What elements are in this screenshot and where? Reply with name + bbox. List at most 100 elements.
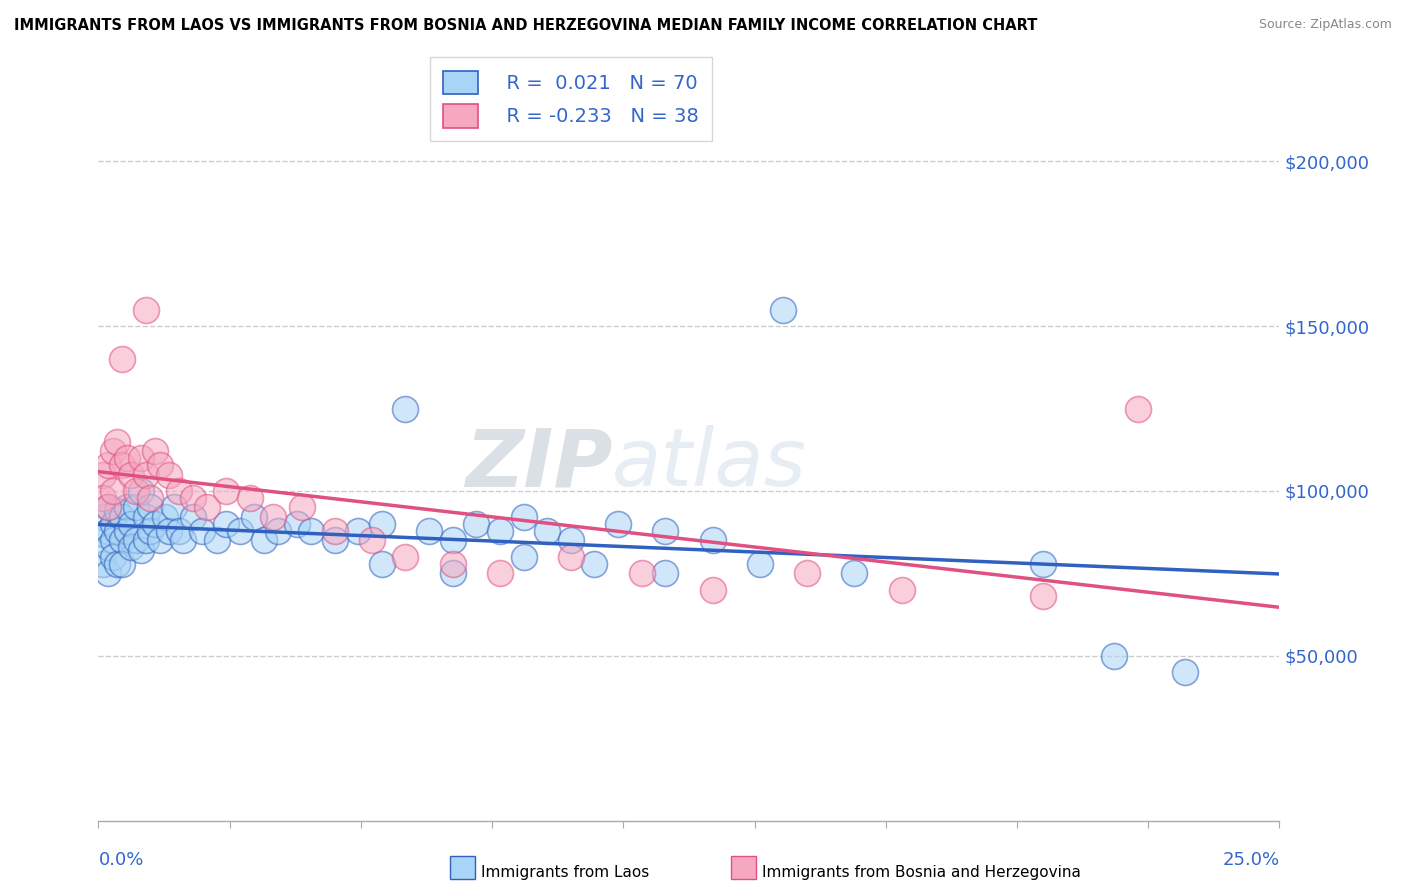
Point (1032, 557, 1054, 571)
Point (91, 467, 114, 482)
Point (512, 549, 534, 564)
Point (299, 524, 322, 538)
Point (630, 566, 652, 581)
Point (125, 533, 148, 548)
Point (560, 549, 582, 564)
Point (181, 491, 204, 505)
Point (844, 566, 866, 581)
Point (583, 557, 606, 571)
Point (97, 566, 120, 581)
Point (111, 533, 134, 548)
Point (153, 510, 176, 524)
Point (101, 549, 124, 564)
Point (121, 516, 143, 531)
Point (167, 483, 190, 498)
Point (111, 510, 134, 524)
Point (1174, 665, 1197, 680)
Point (115, 500, 138, 515)
Point (394, 401, 416, 416)
Point (101, 516, 124, 531)
Point (101, 533, 124, 548)
Text: Source: ZipAtlas.com: Source: ZipAtlas.com (1258, 18, 1392, 31)
Point (97, 540, 120, 554)
Text: IMMIGRANTS FROM LAOS VS IMMIGRANTS FROM BOSNIA AND HERZEGOVINA MEDIAN FAMILY INC: IMMIGRANTS FROM LAOS VS IMMIGRANTS FROM … (14, 18, 1038, 33)
Point (607, 516, 630, 531)
Point (97, 458, 120, 472)
Text: ZIP: ZIP (465, 425, 612, 503)
Point (243, 510, 266, 524)
Point (111, 557, 134, 571)
Point (512, 510, 534, 524)
Point (111, 352, 134, 367)
Point (121, 540, 143, 554)
Text: Immigrants from Bosnia and Herzegovina: Immigrants from Bosnia and Herzegovina (762, 865, 1081, 880)
Point (167, 524, 190, 538)
Point (121, 467, 143, 482)
Point (181, 510, 204, 524)
Point (253, 533, 276, 548)
Point (1126, 401, 1149, 416)
Point (105, 504, 128, 518)
Point (262, 510, 284, 524)
Point (772, 302, 794, 317)
Point (129, 543, 152, 558)
Point (97, 500, 120, 515)
Text: 0.0%: 0.0% (98, 851, 143, 869)
Point (101, 483, 124, 498)
Point (143, 516, 166, 531)
Point (125, 500, 148, 515)
Point (361, 533, 384, 548)
Point (418, 524, 440, 538)
Point (101, 444, 124, 458)
Point (149, 533, 172, 548)
Point (135, 302, 157, 317)
Point (195, 500, 218, 515)
Point (229, 524, 252, 538)
Text: atlas: atlas (612, 425, 807, 503)
Point (702, 533, 724, 548)
Point (1032, 590, 1054, 604)
Point (139, 524, 162, 538)
Point (91, 526, 114, 541)
Point (796, 566, 818, 581)
Point (347, 524, 370, 538)
Point (115, 524, 138, 538)
Point (191, 524, 214, 538)
Point (111, 458, 134, 472)
Point (371, 557, 394, 571)
Point (441, 533, 464, 548)
Point (441, 566, 464, 581)
Point (290, 500, 312, 515)
Point (115, 450, 138, 465)
Point (157, 467, 180, 482)
Point (149, 458, 172, 472)
Point (139, 500, 162, 515)
Point (748, 557, 770, 571)
Point (105, 557, 128, 571)
Point (394, 549, 416, 564)
Point (105, 434, 128, 449)
Point (163, 500, 186, 515)
Point (139, 491, 162, 505)
Point (143, 444, 166, 458)
Point (97, 524, 120, 538)
Point (654, 566, 676, 581)
Point (129, 483, 152, 498)
Point (97, 500, 120, 515)
Point (205, 533, 228, 548)
Point (1102, 648, 1125, 663)
Point (489, 566, 512, 581)
Point (371, 516, 394, 531)
Point (536, 524, 558, 538)
Point (125, 483, 148, 498)
Point (129, 450, 152, 465)
Point (157, 524, 180, 538)
Point (91, 491, 114, 505)
Point (215, 483, 238, 498)
Point (105, 524, 128, 538)
Point (135, 510, 157, 524)
Point (267, 524, 290, 538)
Point (135, 533, 157, 548)
Point (489, 524, 512, 538)
Point (465, 516, 488, 531)
